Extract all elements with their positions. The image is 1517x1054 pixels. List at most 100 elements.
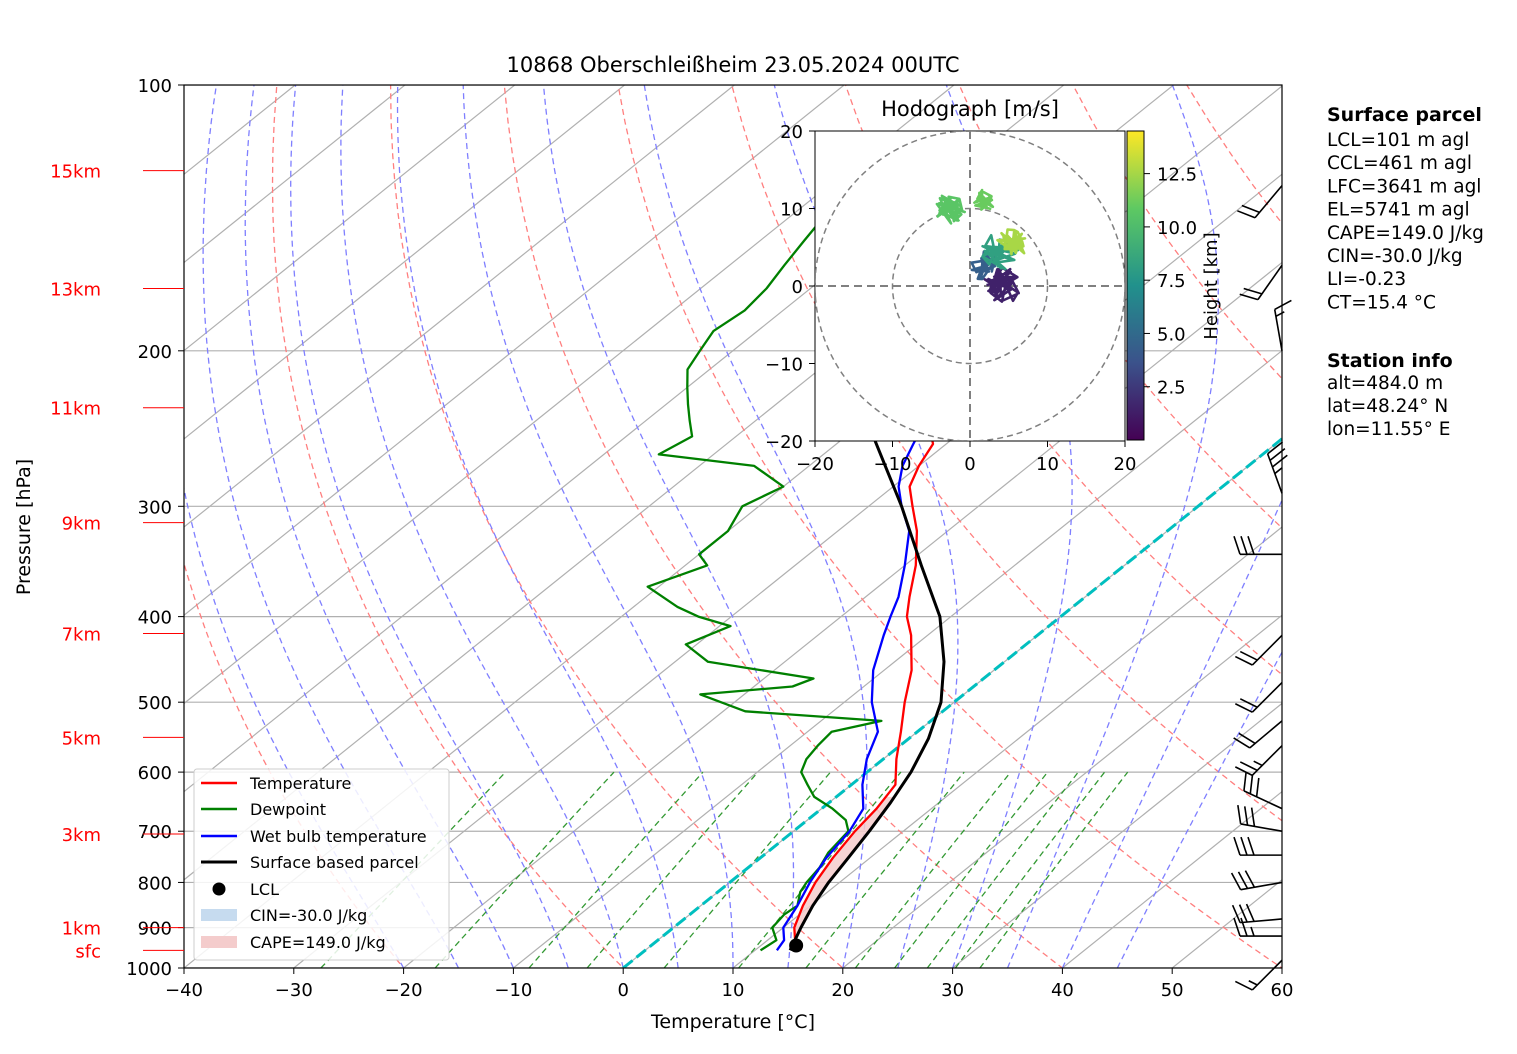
hodograph-trace <box>983 266 1020 303</box>
wind-barb <box>1233 536 1282 556</box>
dry-adiabat <box>617 85 1282 968</box>
isotherm-line <box>513 349 1282 968</box>
x-axis-label: Temperature [°C] <box>650 1011 815 1033</box>
wind-barb <box>1266 441 1288 494</box>
x-tick-label: 0 <box>617 980 628 1001</box>
mixing-ratio-line <box>586 771 759 968</box>
hodograph-inset: Hodograph [m/s] −20 −10 0 10 20 20100−10−20 … <box>765 97 1222 475</box>
isotherm-line <box>184 85 625 440</box>
wind-barb <box>1237 805 1283 833</box>
wind-barb <box>1230 870 1283 891</box>
wind-barb <box>1273 299 1292 351</box>
legend-label-parcel: Surface based parcel <box>250 853 419 872</box>
colorbar-tick-label: 2.5 <box>1157 378 1186 399</box>
hodograph-colorbar <box>1126 130 1145 441</box>
height-tick-label: 3km <box>62 825 101 846</box>
hodograph-trace <box>935 194 966 225</box>
y-tick-label: 500 <box>138 693 172 714</box>
wind-barb <box>1233 917 1282 937</box>
dewpoint-line <box>646 170 883 952</box>
wind-barb <box>1239 264 1283 301</box>
wind-barbs <box>1230 185 1292 991</box>
surface-parcel-line: CCL=461 m agl <box>1327 153 1472 174</box>
x-tick-label: 10 <box>722 980 745 1001</box>
moist-adiabat <box>945 85 1073 968</box>
legend-patch-cin <box>201 909 237 921</box>
mixing-ratio-line <box>434 771 615 968</box>
y-tick-label: 400 <box>138 608 172 629</box>
height-tick-label: 9km <box>62 514 101 535</box>
x-tick-label: −30 <box>275 980 313 1001</box>
surface-parcel-line: CIN=-30.0 J/kg <box>1327 246 1463 267</box>
station-info-line: alt=484.0 m <box>1327 373 1443 394</box>
y-tick-label: 900 <box>138 919 172 940</box>
y-tick-label: 800 <box>138 873 172 894</box>
isotherm-line <box>842 614 1282 968</box>
moist-adiabat <box>396 85 679 968</box>
hodograph-x-tick-label: 20 <box>1114 454 1137 475</box>
hodograph-x-tick-label: −20 <box>796 454 834 475</box>
surface-parcel-line: LI=-0.23 <box>1327 269 1406 290</box>
y-tick-label: 1000 <box>126 959 172 980</box>
colorbar-tick-label: 7.5 <box>1157 271 1186 292</box>
height-tick-label: sfc <box>75 941 101 962</box>
legend-label-dewpoint: Dewpoint <box>250 800 326 819</box>
hodograph-y-tick-label: −10 <box>765 355 803 376</box>
mixing-ratio-line <box>854 771 1012 968</box>
x-tick-label: −10 <box>494 980 532 1001</box>
x-tick-label: 20 <box>831 980 854 1001</box>
x-tick-label: 30 <box>941 980 964 1001</box>
wind-barb <box>1234 681 1283 713</box>
mixing-ratio-line <box>894 771 1049 968</box>
legend-label-wetbulb: Wet bulb temperature <box>250 827 427 846</box>
wind-barb <box>1234 959 1283 991</box>
height-tick-label: 15km <box>50 162 101 183</box>
surface-parcel-line: CT=15.4 °C <box>1327 292 1436 313</box>
hodograph-title: Hodograph [m/s] <box>881 97 1059 121</box>
station-info-line: lon=11.55° E <box>1327 419 1450 440</box>
height-tick-label: 5km <box>62 728 101 749</box>
colorbar-label: Height [km] <box>1201 232 1222 339</box>
hodograph-y-tick-label: 10 <box>780 200 803 221</box>
isotherm-line <box>184 85 845 616</box>
mixing-ratio-line <box>320 771 506 968</box>
station-info-title: Station info <box>1327 350 1453 372</box>
wind-barb <box>1237 185 1283 219</box>
x-tick-label: 40 <box>1051 980 1074 1001</box>
chart-title: 10868 Oberschleißheim 23.05.2024 00UTC <box>507 53 960 77</box>
lcl-marker <box>789 938 804 953</box>
wind-barb <box>1234 634 1283 666</box>
isotherm-line <box>1062 790 1282 968</box>
moist-adiabat <box>340 85 624 968</box>
mixing-ratio-line <box>979 771 1129 968</box>
isotherm-line <box>952 702 1282 968</box>
surface-parcel-line: LCL=101 m agl <box>1327 130 1469 151</box>
legend-label-lcl: LCL <box>250 880 279 899</box>
colorbar-tick-label: 10.0 <box>1157 218 1197 239</box>
dry-adiabat <box>503 85 1064 968</box>
wind-barb <box>1233 836 1282 856</box>
height-tick-label: 13km <box>50 279 101 300</box>
legend-patch-cape <box>201 936 237 948</box>
mixing-ratio-line <box>954 771 1106 968</box>
moist-adiabat <box>244 85 514 968</box>
hodograph-x-tick-label: 10 <box>1036 454 1059 475</box>
surface-parcel-title: Surface parcel <box>1327 104 1482 126</box>
moist-adiabat <box>643 85 868 968</box>
wind-barb <box>1243 771 1283 810</box>
mixing-ratio-lines <box>320 771 1129 968</box>
y-tick-label: 200 <box>138 342 172 363</box>
station-info-line: lat=48.24° N <box>1327 396 1448 417</box>
colorbar-tick-label: 5.0 <box>1157 324 1186 345</box>
surface-parcel-line: LFC=3641 m agl <box>1327 176 1481 197</box>
hodograph-x-tick-label: −10 <box>874 454 912 475</box>
height-tick-label: 1km <box>62 919 101 940</box>
colorbar-tick-label: 12.5 <box>1157 165 1197 186</box>
hodograph-trace <box>973 188 995 211</box>
surface-parcel-line: CAPE=149.0 J/kg <box>1327 223 1484 244</box>
mixing-ratio-line <box>663 771 831 968</box>
isotherm-line <box>293 173 1282 968</box>
height-tick-label: 7km <box>62 624 101 645</box>
